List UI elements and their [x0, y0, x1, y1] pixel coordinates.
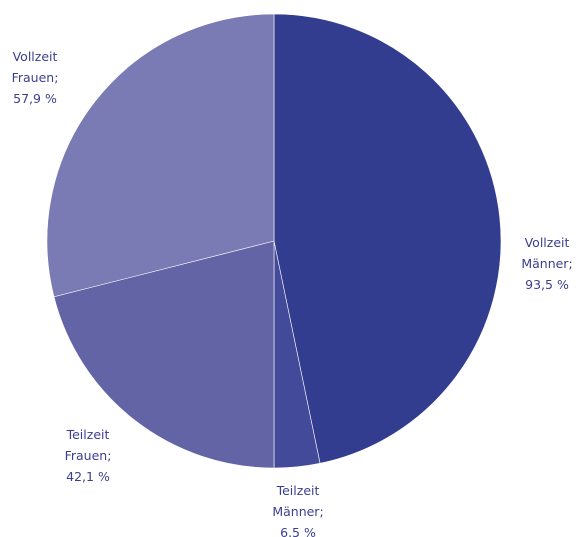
- slice-label-3-line-0: Vollzeit: [13, 49, 58, 64]
- pie-slice-2: [53, 240, 275, 469]
- slice-label-1-line-1: Männer;: [272, 504, 323, 519]
- slice-label-3: Vollzeit Frauen; 57,9 %: [12, 49, 59, 106]
- slice-label-0: Vollzeit Männer; 93,5 %: [521, 235, 572, 292]
- slice-label-1-line-0: Teilzeit: [276, 483, 320, 498]
- slice-label-2: Teilzeit Frauen; 42,1 %: [65, 427, 112, 484]
- slice-label-2-line-1: Frauen;: [65, 448, 112, 463]
- slice-label-0-line-0: Vollzeit: [525, 235, 570, 250]
- pie-slice-0: [273, 13, 502, 464]
- slice-label-3-line-2: 57,9 %: [13, 91, 57, 106]
- slice-label-1: Teilzeit Männer; 6.5 %: [272, 483, 323, 537]
- slice-label-2-line-2: 42,1 %: [66, 469, 110, 484]
- slice-label-1-line-2: 6.5 %: [280, 525, 316, 537]
- slice-label-3-line-1: Frauen;: [12, 70, 59, 85]
- pie-slice-3: [46, 13, 275, 298]
- slice-label-0-line-1: Männer;: [521, 256, 572, 271]
- slice-label-0-line-2: 93,5 %: [525, 277, 569, 292]
- slice-label-2-line-0: Teilzeit: [66, 427, 110, 442]
